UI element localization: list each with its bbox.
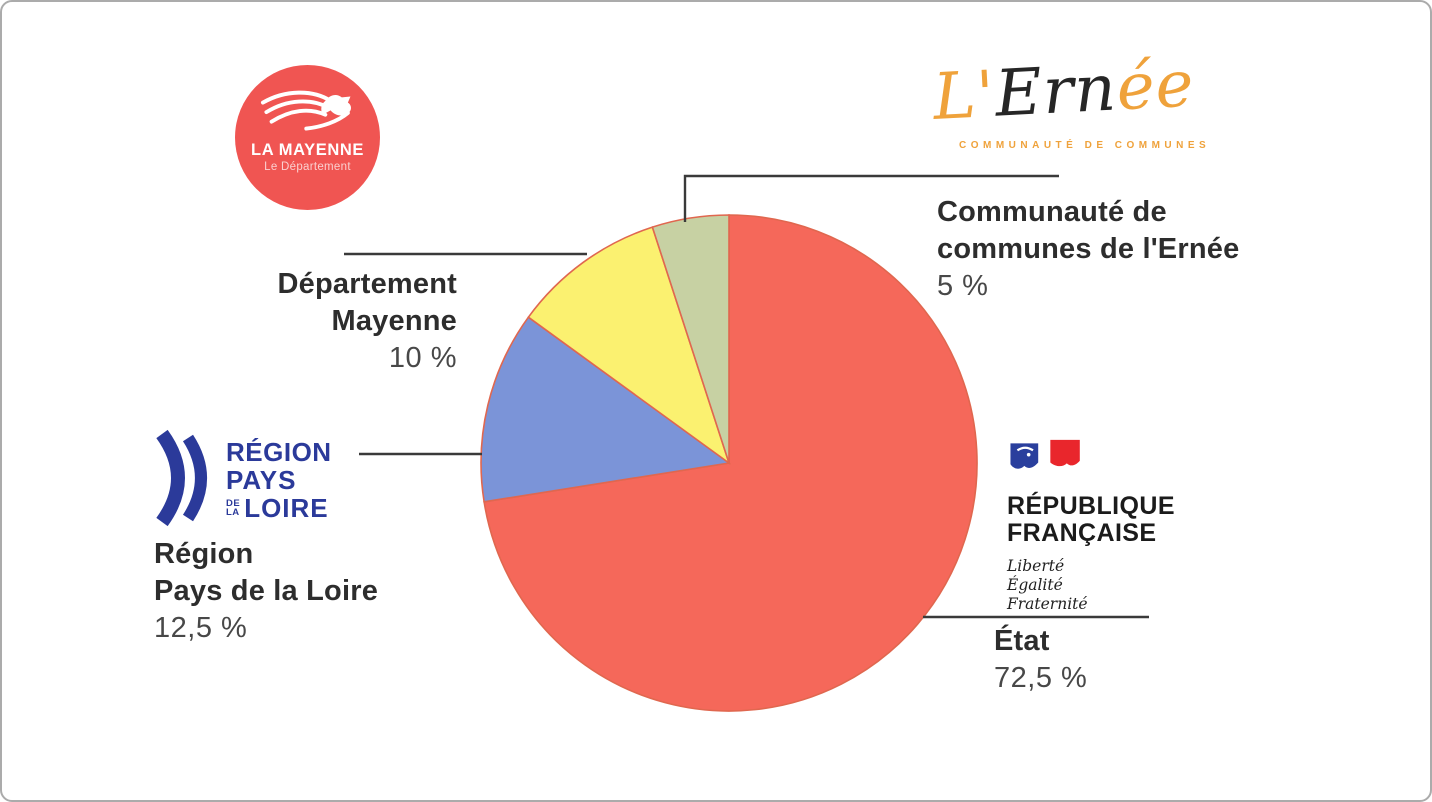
pie-slice-0	[483, 214, 978, 712]
label-etat: État 72,5 %	[994, 623, 1087, 697]
label-region-pays-de-la-loire: Région Pays de la Loire 12,5 %	[154, 536, 378, 647]
region-word: PAYS	[226, 465, 297, 495]
logo-la-mayenne: LA MAYENNE Le Département	[235, 65, 380, 210]
pie-slice-2	[527, 226, 731, 466]
region-double-arc-icon	[156, 429, 207, 527]
label-percentage: 10 %	[388, 342, 457, 374]
pegasus-icon	[260, 90, 351, 131]
label-communaute-ernee: Communauté de communes de l'Ernée 5 %	[937, 194, 1239, 305]
pie-slice-3	[651, 214, 730, 464]
label-line: Pays de la Loire	[154, 575, 379, 607]
ernee-script-wordmark: L'Ernée	[931, 47, 1234, 135]
pie-slices	[480, 214, 978, 712]
script-segment: Ern	[993, 51, 1119, 132]
label-line: Mayenne	[331, 305, 457, 337]
rf-wordmark: RÉPUBLIQUE FRANÇAISE	[1007, 492, 1175, 547]
leader-lines	[344, 174, 1149, 619]
script-segment: L'	[931, 57, 998, 135]
logo-ernee-tagline: COMMUNAUTÉ DE COMMUNES	[959, 140, 1211, 151]
region-word: DE LA LOIRE	[226, 493, 329, 523]
logo-republique-francaise: RÉPUBLIQUE FRANÇAISE Liberté Égalité Fra…	[1007, 436, 1175, 614]
label-line: communes de l'Ernée	[937, 233, 1240, 265]
label-percentage: 72,5 %	[994, 662, 1088, 694]
region-de-la-stack: DE LA	[226, 497, 241, 518]
label-percentage: 5 %	[937, 270, 989, 302]
rf-motto: Liberté Égalité Fraternité	[1007, 557, 1088, 613]
logo-mayenne-title: LA MAYENNE	[251, 141, 364, 159]
leader-line-ernee	[683, 174, 1059, 222]
label-line: Communauté de	[937, 196, 1167, 228]
label-line: Département	[277, 268, 457, 300]
label-percentage: 12,5 %	[154, 612, 248, 644]
french-flag-icon	[1010, 439, 1080, 469]
script-segment: ée	[1114, 47, 1197, 126]
label-line: État	[994, 625, 1050, 657]
region-wordmark: RÉGION PAYS DE LA LOIRE	[226, 438, 332, 522]
logo-mayenne-tagline: Le Département	[264, 161, 351, 173]
label-departement-mayenne: Département Mayenne 10 %	[167, 266, 457, 377]
region-word: RÉGION	[226, 437, 332, 467]
logo-region-pays-de-la-loire: RÉGION PAYS DE LA LOIRE	[152, 428, 332, 528]
pie-slice-1	[480, 316, 732, 503]
logo-ernee: L'Ernée COMMUNAUTÉ DE COMMUNES	[931, 47, 1235, 151]
label-line: Région	[154, 538, 254, 570]
